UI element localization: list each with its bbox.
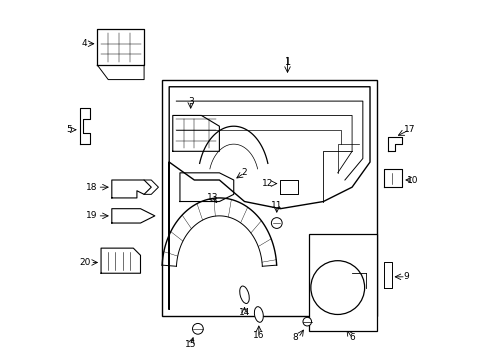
Text: 2: 2 [241,168,247,177]
Circle shape [303,318,311,326]
Text: 17: 17 [403,125,414,134]
Ellipse shape [239,286,249,303]
Text: 1: 1 [284,57,290,67]
Text: 12: 12 [261,179,273,188]
Text: 15: 15 [184,341,196,350]
Circle shape [310,261,364,315]
Text: 3: 3 [187,96,193,105]
Text: 5: 5 [66,125,72,134]
Text: 6: 6 [348,333,354,342]
Text: 19: 19 [86,211,97,220]
Circle shape [192,323,203,334]
Text: 4: 4 [81,39,86,48]
Text: 18: 18 [86,183,97,192]
Bar [162,80,376,316]
Ellipse shape [254,307,263,322]
Text: 13: 13 [206,193,218,202]
Text: 9: 9 [402,272,408,281]
Text: 16: 16 [253,332,264,341]
Bar [308,234,376,330]
Text: 10: 10 [407,176,418,185]
Text: 8: 8 [292,333,298,342]
Text: 20: 20 [79,258,90,267]
Circle shape [271,218,282,228]
Text: 11: 11 [270,201,282,210]
Text: 7: 7 [313,240,319,249]
Text: 14: 14 [238,308,250,317]
